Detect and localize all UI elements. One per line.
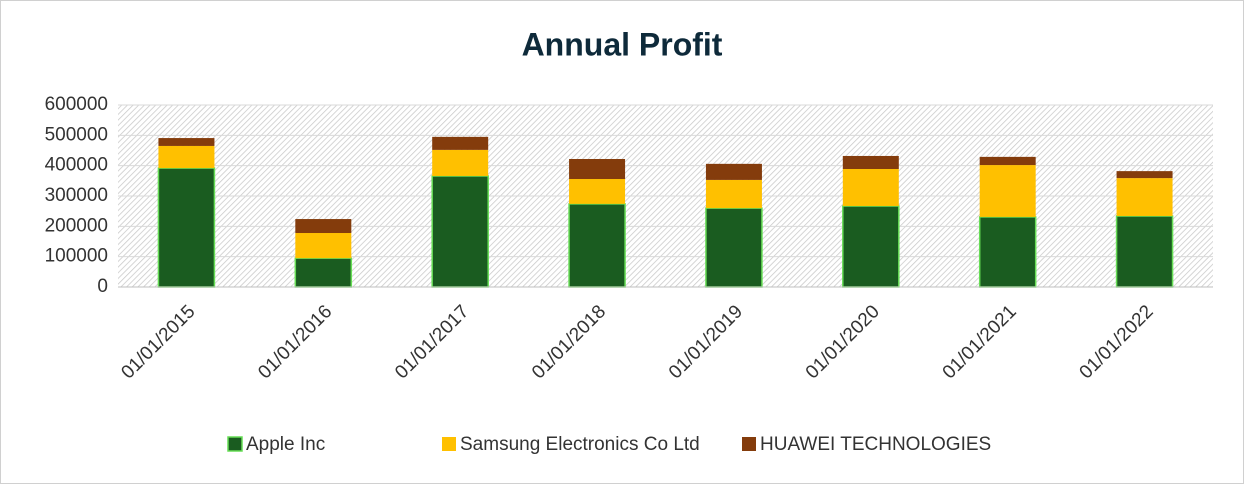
bar-segment <box>705 163 762 180</box>
y-tick-label: 500000 <box>45 124 108 145</box>
bar-segment <box>979 165 1036 217</box>
bar-segment <box>978 216 1037 288</box>
bar-segment <box>295 233 352 259</box>
bar-segment <box>295 219 352 234</box>
bar-segment <box>1115 215 1174 288</box>
chart-title: Annual Profit <box>522 26 723 62</box>
bar-segment <box>1116 171 1173 179</box>
bar-segment <box>842 169 899 207</box>
bar-segment <box>568 203 626 288</box>
bar-segment <box>1116 178 1173 217</box>
legend-swatch <box>442 437 456 451</box>
y-tick-label: 600000 <box>45 94 108 115</box>
y-tick-label: 100000 <box>45 246 108 267</box>
y-tick-label: 300000 <box>45 185 108 206</box>
bar-segment <box>705 179 762 209</box>
bar-segment <box>432 136 489 150</box>
bar-segment <box>569 158 626 180</box>
bar-segment <box>158 145 215 169</box>
legend: Apple Inc Samsung Electronics Co Ltd HUAWE… <box>227 434 991 455</box>
legend-label: Apple Inc <box>246 434 325 455</box>
bar-segment <box>432 149 489 176</box>
y-tick-label: 400000 <box>45 155 108 176</box>
bar-segment <box>158 138 215 146</box>
y-tick-label: 200000 <box>45 215 108 236</box>
legend-label: Samsung Electronics Co Ltd <box>460 434 700 455</box>
legend-swatch <box>742 437 756 451</box>
bar-segment <box>431 175 489 288</box>
bar-segment <box>842 155 899 170</box>
bar-segment <box>294 257 353 288</box>
bar-segment <box>842 205 900 288</box>
bar-segment <box>569 179 626 204</box>
legend-swatch <box>227 436 243 452</box>
legend-label: HUAWEI TECHNOLOGIES <box>760 434 991 455</box>
bar-segment <box>705 207 763 288</box>
bar-segment <box>979 156 1036 166</box>
y-tick-label: 0 <box>97 276 108 297</box>
bar-segment <box>157 167 216 288</box>
